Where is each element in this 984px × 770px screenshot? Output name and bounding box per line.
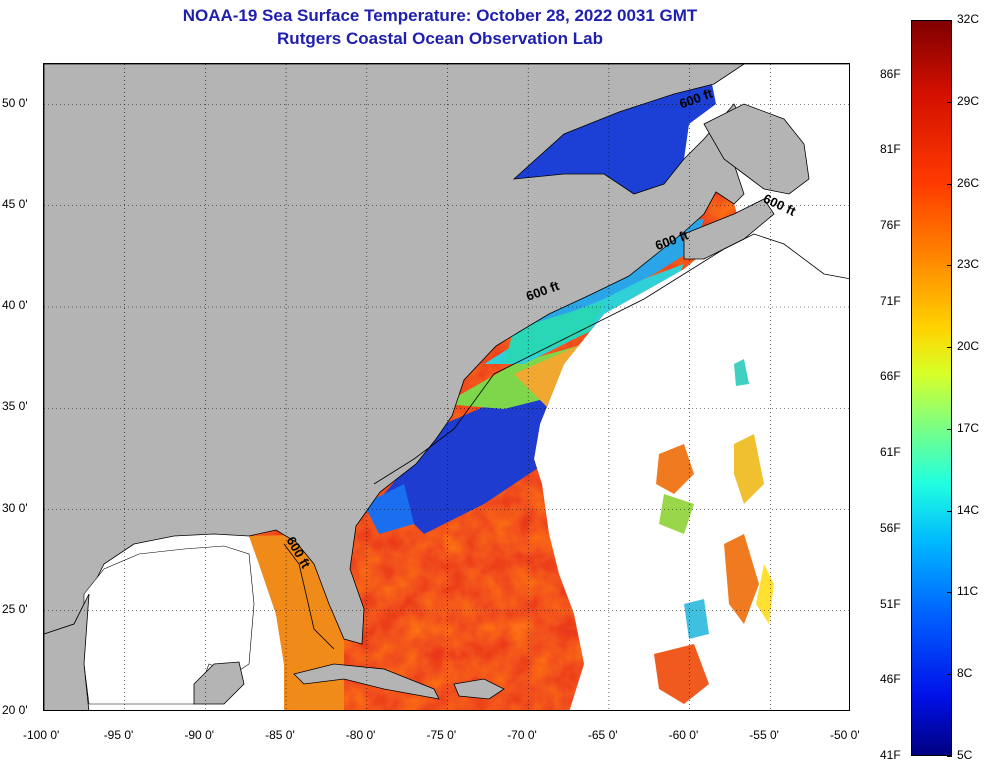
colorbar-tick — [947, 674, 952, 676]
gulf-of-mexico-no-data — [83, 545, 255, 705]
colorbar-fahrenheit-label: 76F — [880, 217, 901, 232]
lon-tick-label: -70 0' — [507, 728, 537, 742]
hispaniola-land — [453, 678, 505, 700]
lat-tick-label: 30 0' — [2, 500, 28, 515]
colorbar-tick — [947, 756, 952, 757]
lat-tick-label: 35 0' — [2, 399, 28, 414]
lat-tick-label: 25 0' — [2, 601, 28, 616]
mexico-land — [44, 593, 90, 710]
colorbar-fahrenheit-label: 66F — [880, 369, 901, 384]
colorbar-fahrenheit-label: 86F — [880, 66, 901, 81]
colorbar-celsius-label: 20C — [957, 339, 980, 354]
colorbar-celsius-label: 26C — [957, 175, 980, 190]
lon-tick-label: -95 0' — [103, 728, 134, 742]
gulf-st-lawrence-water — [514, 84, 716, 194]
lon-tick-label: -55 0' — [749, 728, 779, 742]
colorbar-celsius-label: 5C — [957, 748, 973, 762]
lat-tick-label: 20 0' — [2, 703, 28, 717]
north-america-land — [44, 64, 849, 645]
colorbar-celsius-label: 8C — [957, 666, 973, 681]
colorbar-fahrenheit-label: 41F — [880, 748, 901, 762]
colorbar-tick — [947, 428, 952, 430]
colorbar-tick — [947, 347, 952, 349]
colorbar-celsius-label: 32C — [957, 12, 980, 26]
colorbar-fahrenheit-label: 51F — [880, 596, 901, 611]
sst-map: 600 ft 600 ft 600 ft 600 ft 600 ft — [43, 63, 850, 711]
lat-lon-grid — [44, 64, 849, 710]
lon-tick-label: -50 0' — [830, 728, 860, 742]
colorbar-tick — [947, 592, 952, 594]
lon-tick-label: -80 0' — [345, 728, 376, 742]
colorbar-celsius-label: 11C — [957, 584, 979, 599]
colorbar-tick — [947, 510, 952, 512]
colorbar-fahrenheit-label: 81F — [880, 142, 901, 157]
map-title: NOAA-19 Sea Surface Temperature: October… — [40, 4, 840, 50]
lat-tick-label: 45 0' — [2, 196, 28, 211]
colorbar-tick — [947, 183, 952, 185]
lat-tick-label: 40 0' — [2, 298, 28, 312]
colorbar-tick — [947, 265, 952, 267]
colorbar-fahrenheit-label: 61F — [880, 445, 901, 460]
newfoundland-land — [703, 103, 810, 195]
cuba-land — [293, 663, 440, 700]
nova-scotia-land — [683, 198, 775, 260]
isobath-600ft-line — [283, 233, 849, 650]
colorbar-fahrenheit-label: 71F — [880, 293, 901, 308]
title-line-2: Rutgers Coastal Ocean Observation Lab — [277, 29, 603, 48]
lon-tick-label: -75 0' — [426, 728, 457, 742]
lon-tick-label: -60 0' — [668, 728, 699, 742]
colorbar-fahrenheit-label: 46F — [880, 672, 901, 687]
lon-tick-label: -90 0' — [184, 728, 215, 742]
lon-tick-label: -85 0' — [265, 728, 295, 742]
colorbar-celsius-label: 17C — [957, 420, 980, 435]
colorbar-tick — [947, 101, 952, 103]
lat-tick-label: 50 0' — [2, 95, 28, 110]
title-line-1: NOAA-19 Sea Surface Temperature: October… — [182, 6, 698, 25]
eastern-atlantic-patches — [654, 359, 774, 704]
colorbar-fahrenheit-label: 56F — [880, 520, 901, 535]
lon-tick-label: -100 0' — [23, 728, 60, 742]
colorbar-celsius-label: 14C — [957, 502, 980, 517]
colorbar-celsius-label: 23C — [957, 257, 980, 272]
lon-tick-label: -65 0' — [587, 728, 618, 742]
colorbar-celsius-label: 29C — [957, 93, 980, 108]
temperature-colorbar — [911, 20, 952, 756]
colorbar-tick — [947, 20, 952, 21]
yucatan-land — [193, 661, 245, 705]
